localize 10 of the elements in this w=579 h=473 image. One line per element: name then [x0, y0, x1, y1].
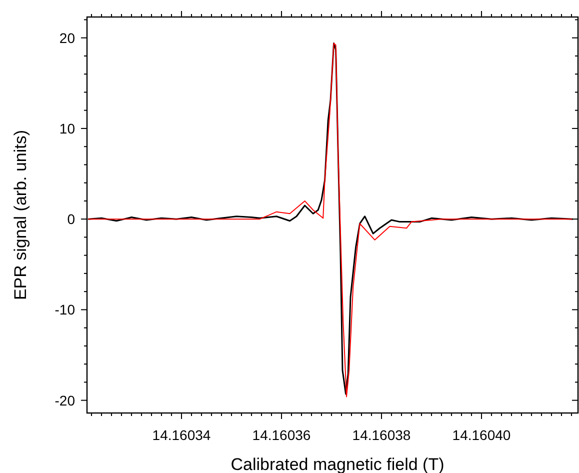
y-tick-label: 0 [67, 211, 76, 228]
x-tick-label: 14.16040 [452, 427, 511, 443]
x-tick-label: 14.16034 [152, 427, 211, 443]
y-tick-label: 10 [59, 120, 76, 136]
y-axis-title: EPR signal (arb. units) [11, 130, 30, 300]
y-tick-label: -20 [54, 392, 76, 408]
y-tick-label: 20 [59, 30, 76, 46]
x-tick-label: 14.16036 [252, 427, 311, 443]
x-tick-label: 14.16038 [352, 427, 411, 443]
y-tick-label: -10 [54, 302, 76, 318]
